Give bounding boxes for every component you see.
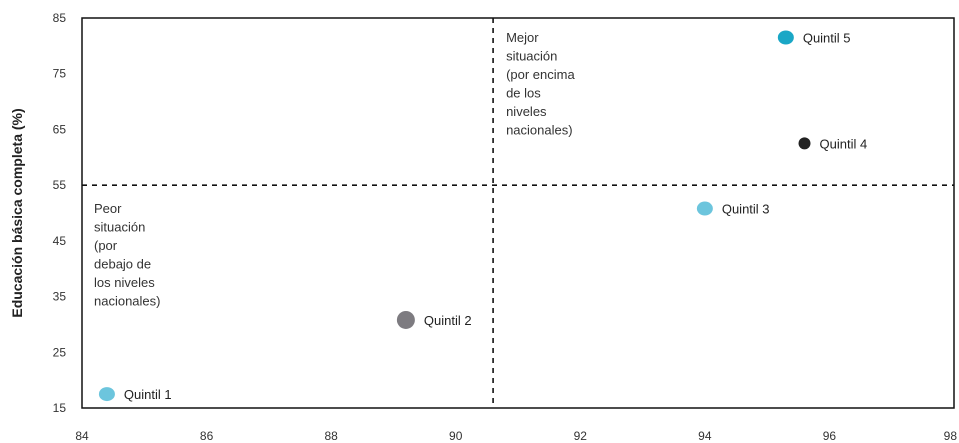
x-tick-label: 84 bbox=[75, 429, 89, 443]
annotation-better-situation-line: situación bbox=[506, 49, 557, 64]
x-tick-label: 90 bbox=[449, 429, 463, 443]
annotation-better-situation-line: (por encima bbox=[506, 67, 575, 82]
y-tick-label: 15 bbox=[53, 401, 67, 415]
plot-frame bbox=[81, 17, 955, 409]
y-tick-label: 55 bbox=[53, 178, 67, 192]
y-axis-title: Educación básica completa (%) bbox=[9, 108, 25, 317]
annotation-worse-situation-line: debajo de bbox=[94, 257, 151, 272]
annotation-better-situation-line: niveles bbox=[506, 104, 547, 119]
annotation-worse-situation-line: los niveles bbox=[94, 275, 155, 290]
y-tick-label: 35 bbox=[53, 290, 67, 304]
y-tick-label: 85 bbox=[53, 11, 67, 25]
x-tick-label: 98 bbox=[944, 429, 958, 443]
y-tick-label: 25 bbox=[53, 345, 67, 359]
y-tick-label: 75 bbox=[53, 67, 67, 81]
data-point-label: Quintil 3 bbox=[722, 202, 770, 217]
x-tick-label: 88 bbox=[324, 429, 338, 443]
data-point bbox=[696, 201, 713, 216]
data-point bbox=[777, 30, 794, 45]
data-point-label: Quintil 5 bbox=[803, 31, 851, 46]
annotation-better-situation: Mejor situación (por encima de los niveles na… bbox=[506, 30, 575, 138]
data-point-label: Quintil 1 bbox=[124, 387, 172, 402]
annotation-worse-situation-line: (por bbox=[94, 238, 118, 253]
x-tick-label: 86 bbox=[200, 429, 214, 443]
annotation-better-situation-line: de los bbox=[506, 86, 541, 101]
annotation-worse-situation-line: Peor bbox=[94, 201, 122, 216]
x-tick-label: 96 bbox=[823, 429, 837, 443]
annotation-better-situation-line: nacionales) bbox=[506, 123, 572, 138]
y-tick-label: 65 bbox=[53, 122, 67, 136]
data-point bbox=[98, 387, 115, 402]
annotation-worse-situation: Peor situación (por debajo de los niveles nac… bbox=[94, 201, 161, 309]
data-point-label: Quintil 4 bbox=[820, 136, 868, 151]
annotation-worse-situation-line: situación bbox=[94, 220, 145, 235]
annotation-better-situation-line: Mejor bbox=[506, 30, 539, 45]
y-tick-label: 45 bbox=[53, 234, 67, 248]
x-tick-label: 94 bbox=[698, 429, 712, 443]
data-point bbox=[798, 137, 811, 150]
x-tick-label: 92 bbox=[574, 429, 588, 443]
annotation-worse-situation-line: nacionales) bbox=[94, 294, 161, 309]
data-point bbox=[396, 310, 415, 329]
data-point-label: Quintil 2 bbox=[424, 313, 472, 328]
